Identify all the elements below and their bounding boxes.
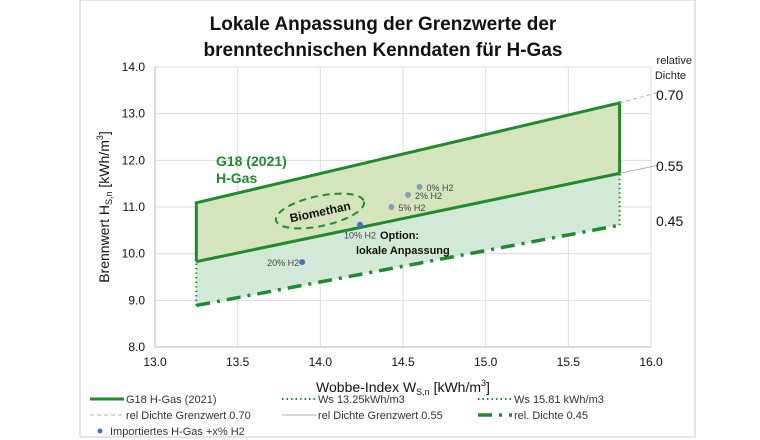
y-tick-label: 11.0 bbox=[123, 200, 146, 214]
data-point-0H2 bbox=[416, 183, 423, 190]
g18-label-line1: G18 (2021) bbox=[216, 153, 287, 169]
g18-area-fill bbox=[196, 102, 620, 262]
x-tick-label: 14.0 bbox=[309, 355, 333, 369]
series: 0% H22% H2 5% H2 10% H2 20% H2 bbox=[194, 91, 660, 308]
series-line-3 bbox=[619, 91, 660, 104]
y-tick-label: 9.0 bbox=[128, 293, 145, 307]
data-point-2H2 bbox=[404, 191, 411, 198]
series-line-4 bbox=[619, 164, 660, 174]
chart-frame bbox=[79, 0, 696, 438]
y-tick-label: 14.0 bbox=[122, 60, 146, 74]
y-tick-label: 12.0 bbox=[122, 153, 146, 167]
data-point-10H2 bbox=[357, 221, 364, 228]
legend-item: Ws 15.81 kWh/m3 bbox=[514, 394, 604, 406]
x-tick-label: 13.5 bbox=[226, 355, 250, 369]
x-tick-label: 15.0 bbox=[474, 355, 498, 369]
option-label-line1: Option: bbox=[380, 230, 419, 242]
legend-item: rel. Dichte 0.45 bbox=[514, 410, 588, 422]
y-axis-label: Brennwert HS,n [kWh/m3] bbox=[95, 131, 114, 283]
legend-marker bbox=[97, 428, 103, 434]
legend-item: G18 H-Gas (2021) bbox=[126, 394, 216, 406]
y-tick-label: 13.0 bbox=[122, 107, 146, 121]
rel-header-1: relative bbox=[657, 55, 692, 67]
rel-label-055: 0.55 bbox=[656, 158, 683, 174]
data-label: 2% H2 bbox=[415, 191, 442, 201]
x-tick-label: 16.0 bbox=[639, 355, 663, 369]
x-tick-label: 14.5 bbox=[391, 355, 415, 369]
option-area-fill bbox=[196, 173, 620, 306]
data-label: 10% H2 bbox=[344, 231, 376, 241]
x-tick-label: 15.5 bbox=[557, 355, 581, 369]
data-point-20H2 bbox=[299, 259, 306, 266]
legend-item: Ws 13.25kWh/m3 bbox=[318, 394, 405, 406]
x-tick-label: 13.0 bbox=[143, 355, 167, 369]
legend-item: rel Dichte Grenzwert 0.70 bbox=[126, 410, 251, 422]
g18-label-line2: H-Gas bbox=[216, 170, 257, 186]
rel-label-070: 0.70 bbox=[656, 87, 683, 103]
y-tick-label: 10.0 bbox=[122, 247, 146, 261]
x-axis-label: Wobbe-Index WS,n [kWh/m3] bbox=[316, 378, 490, 397]
data-label: 5% H2 bbox=[398, 203, 425, 213]
data-label: 0% H2 bbox=[427, 183, 454, 193]
legend-item: rel Dichte Grenzwert 0.55 bbox=[318, 410, 443, 422]
rel-header-2: Dichte bbox=[655, 70, 686, 82]
fills bbox=[196, 102, 620, 306]
chart-title-line2: brenntechnischen Kenndaten für H-Gas bbox=[204, 40, 563, 61]
rel-label-045: 0.45 bbox=[656, 213, 683, 229]
legend: G18 H-Gas (2021) Ws 13.25kWh/m3 Ws 15.81 k… bbox=[90, 394, 604, 438]
y-tick-label: 8.0 bbox=[128, 340, 145, 354]
option-label-line2: lokale Anpassung bbox=[356, 245, 450, 257]
data-point-5H2 bbox=[388, 204, 395, 210]
data-label: 20% H2 bbox=[267, 258, 299, 268]
legend-item: Importiertes H-Gas +x% H2 bbox=[110, 426, 245, 438]
ticks: 13.0 13.5 14.0 14.5 15.0 15.5 16.0 8.0 9.0 10.0 11… bbox=[122, 60, 663, 369]
series-line-5 bbox=[196, 223, 620, 308]
chart-title-line1: Lokale Anpassung der Grenzwerte der bbox=[210, 14, 557, 35]
